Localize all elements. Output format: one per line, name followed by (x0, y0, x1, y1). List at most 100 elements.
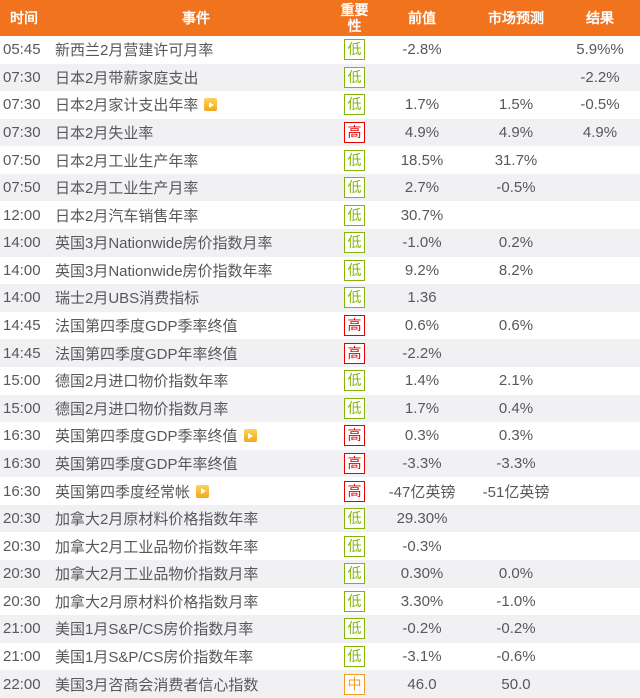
event-cell: 加拿大2月工业品物价指数年率 (55, 532, 337, 560)
forecast-value (472, 532, 560, 560)
result-value (560, 477, 640, 505)
importance-badge: 低 (344, 204, 365, 226)
importance-cell: 高 (337, 119, 372, 147)
time-cell: 12:00 (3, 206, 41, 224)
event-cell: 英国3月Nationwide房价指数年率 (55, 257, 337, 285)
time-cell: 15:00 (3, 399, 41, 417)
importance-cell: 低 (337, 91, 372, 119)
time-cell: 05:45 (3, 41, 41, 59)
importance-cell: 低 (337, 146, 372, 174)
previous-value: 29.30% (396, 510, 448, 528)
time-cell: 14:00 (3, 261, 41, 279)
event-label: 美国1月S&P/CS房价指数年率 (55, 649, 254, 666)
event-label: 德国2月进口物价指数月率 (55, 400, 229, 418)
forecast-value (472, 505, 560, 533)
event-cell: 日本2月失业率 (55, 119, 337, 147)
importance-cell: 低 (337, 505, 372, 533)
importance-badge: 高 (344, 122, 365, 144)
result-value (560, 615, 640, 643)
forecast-value: 8.2% (498, 261, 534, 279)
col-header-importance: 重要性 (340, 2, 369, 34)
importance-cell: 低 (337, 201, 372, 229)
previous-value: -47亿英镑 (388, 483, 456, 501)
event-cell: 德国2月进口物价指数年率 (55, 367, 337, 395)
previous-value (372, 64, 472, 92)
previous-value: -2.8% (402, 41, 442, 59)
event-label: 加拿大2月原材料价格指数年率 (55, 511, 259, 529)
event-cell: 英国第四季度GDP季率终值 (55, 422, 337, 450)
importance-badge: 低 (344, 39, 365, 61)
importance-badge: 低 (344, 287, 365, 309)
previous-value: 0.6% (404, 317, 440, 335)
table-row: 21:00 美国1月S&P/CS房价指数月率 低 -0.2% -0.2% (0, 615, 640, 643)
importance-badge: 低 (344, 232, 365, 254)
previous-value: 1.7% (404, 399, 440, 417)
importance-badge: 低 (344, 370, 365, 392)
result-value (560, 174, 640, 202)
result-value (560, 588, 640, 616)
video-play-icon[interactable] (204, 98, 218, 112)
event-cell: 新西兰2月营建许可月率 (55, 36, 337, 64)
event-label: 加拿大2月原材料价格指数月率 (55, 593, 259, 611)
event-cell: 加拿大2月原材料价格指数月率 (55, 588, 337, 616)
event-cell: 瑞士2月UBS消费指标 (55, 284, 337, 312)
event-label: 美国3月咨商会消费者信心指数 (55, 676, 259, 694)
table-row: 16:30 英国第四季度经常帐 高 -47亿英镑 -51亿英镑 (0, 477, 640, 505)
previous-value: -3.3% (402, 454, 442, 472)
event-cell: 美国1月S&P/CS房价指数月率 (55, 615, 337, 643)
table-row: 07:50 日本2月工业生产年率 低 18.5% 31.7% (0, 146, 640, 174)
event-cell: 英国3月Nationwide房价指数月率 (55, 229, 337, 257)
forecast-value: 0.4% (498, 399, 534, 417)
importance-badge: 低 (344, 618, 365, 640)
forecast-value: 0.0% (498, 565, 534, 583)
importance-cell: 低 (337, 174, 372, 202)
importance-badge: 低 (344, 259, 365, 281)
table-row: 21:00 美国1月S&P/CS房价指数年率 低 -3.1% -0.6% (0, 642, 640, 671)
event-cell: 加拿大2月原材料价格指数年率 (55, 505, 337, 533)
event-label: 日本2月汽车销售年率 (55, 207, 199, 225)
table-row: 20:30 加拿大2月原材料价格指数月率 低 3.30% -1.0% (0, 587, 640, 616)
time-cell: 16:30 (3, 454, 41, 472)
video-play-icon[interactable] (243, 429, 257, 443)
importance-cell: 高 (337, 477, 372, 505)
table-row: 05:45 新西兰2月营建许可月率 低 -2.8% 5.9%% (0, 36, 640, 64)
previous-value: 0.30% (400, 565, 444, 583)
col-header-previous: 前值 (408, 10, 436, 26)
result-value (560, 450, 640, 478)
result-value (560, 201, 640, 229)
previous-value: 9.2% (404, 261, 440, 279)
time-cell: 22:00 (3, 675, 41, 693)
event-cell: 日本2月汽车销售年率 (55, 201, 337, 229)
importance-badge: 中 (344, 673, 365, 695)
forecast-value: -0.6% (496, 648, 536, 665)
previous-value: 0.3% (404, 427, 440, 445)
result-value (560, 284, 640, 312)
table-row: 14:00 英国3月Nationwide房价指数月率 低 -1.0% 0.2% (0, 229, 640, 257)
event-label: 日本2月失业率 (55, 125, 154, 143)
table-row: 14:45 法国第四季度GDP季率终值 高 0.6% 0.6% (0, 311, 640, 340)
table-row: 20:30 加拿大2月工业品物价指数月率 低 0.30% 0.0% (0, 559, 640, 588)
forecast-value: -0.2% (496, 620, 536, 638)
previous-value: -1.0% (402, 234, 442, 252)
forecast-value (472, 201, 560, 229)
importance-badge: 高 (344, 342, 365, 364)
event-cell: 日本2月工业生产年率 (55, 146, 337, 174)
importance-cell: 高 (337, 422, 372, 450)
event-cell: 法国第四季度GDP年率终值 (55, 339, 337, 367)
importance-badge: 低 (344, 66, 365, 88)
forecast-value: 0.2% (498, 234, 534, 252)
video-play-icon[interactable] (196, 484, 210, 498)
forecast-value: 4.9% (498, 124, 534, 142)
result-value (560, 229, 640, 257)
result-value: -2.2% (580, 68, 620, 86)
table-row: 12:00 日本2月汽车销售年率 低 30.7% (0, 201, 640, 230)
forecast-value: 31.7% (494, 151, 538, 169)
time-cell: 14:00 (3, 289, 41, 307)
table-row: 20:30 加拿大2月原材料价格指数年率 低 29.30% (0, 504, 640, 533)
col-header-result: 结果 (586, 10, 614, 26)
importance-badge: 低 (344, 177, 365, 199)
importance-cell: 低 (337, 367, 372, 395)
play-triangle-icon (208, 101, 214, 108)
importance-badge: 低 (344, 646, 365, 667)
importance-cell: 低 (337, 64, 372, 92)
